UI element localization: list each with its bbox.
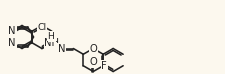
Text: N: N (58, 44, 65, 54)
Text: Cl: Cl (37, 22, 46, 32)
Text: F: F (101, 61, 107, 71)
Text: H: H (48, 32, 55, 41)
Text: O: O (89, 44, 97, 54)
Text: O: O (89, 57, 97, 67)
Text: H: H (47, 32, 54, 41)
Text: NH: NH (44, 38, 59, 48)
Text: N: N (8, 26, 16, 36)
Text: N: N (8, 38, 16, 48)
